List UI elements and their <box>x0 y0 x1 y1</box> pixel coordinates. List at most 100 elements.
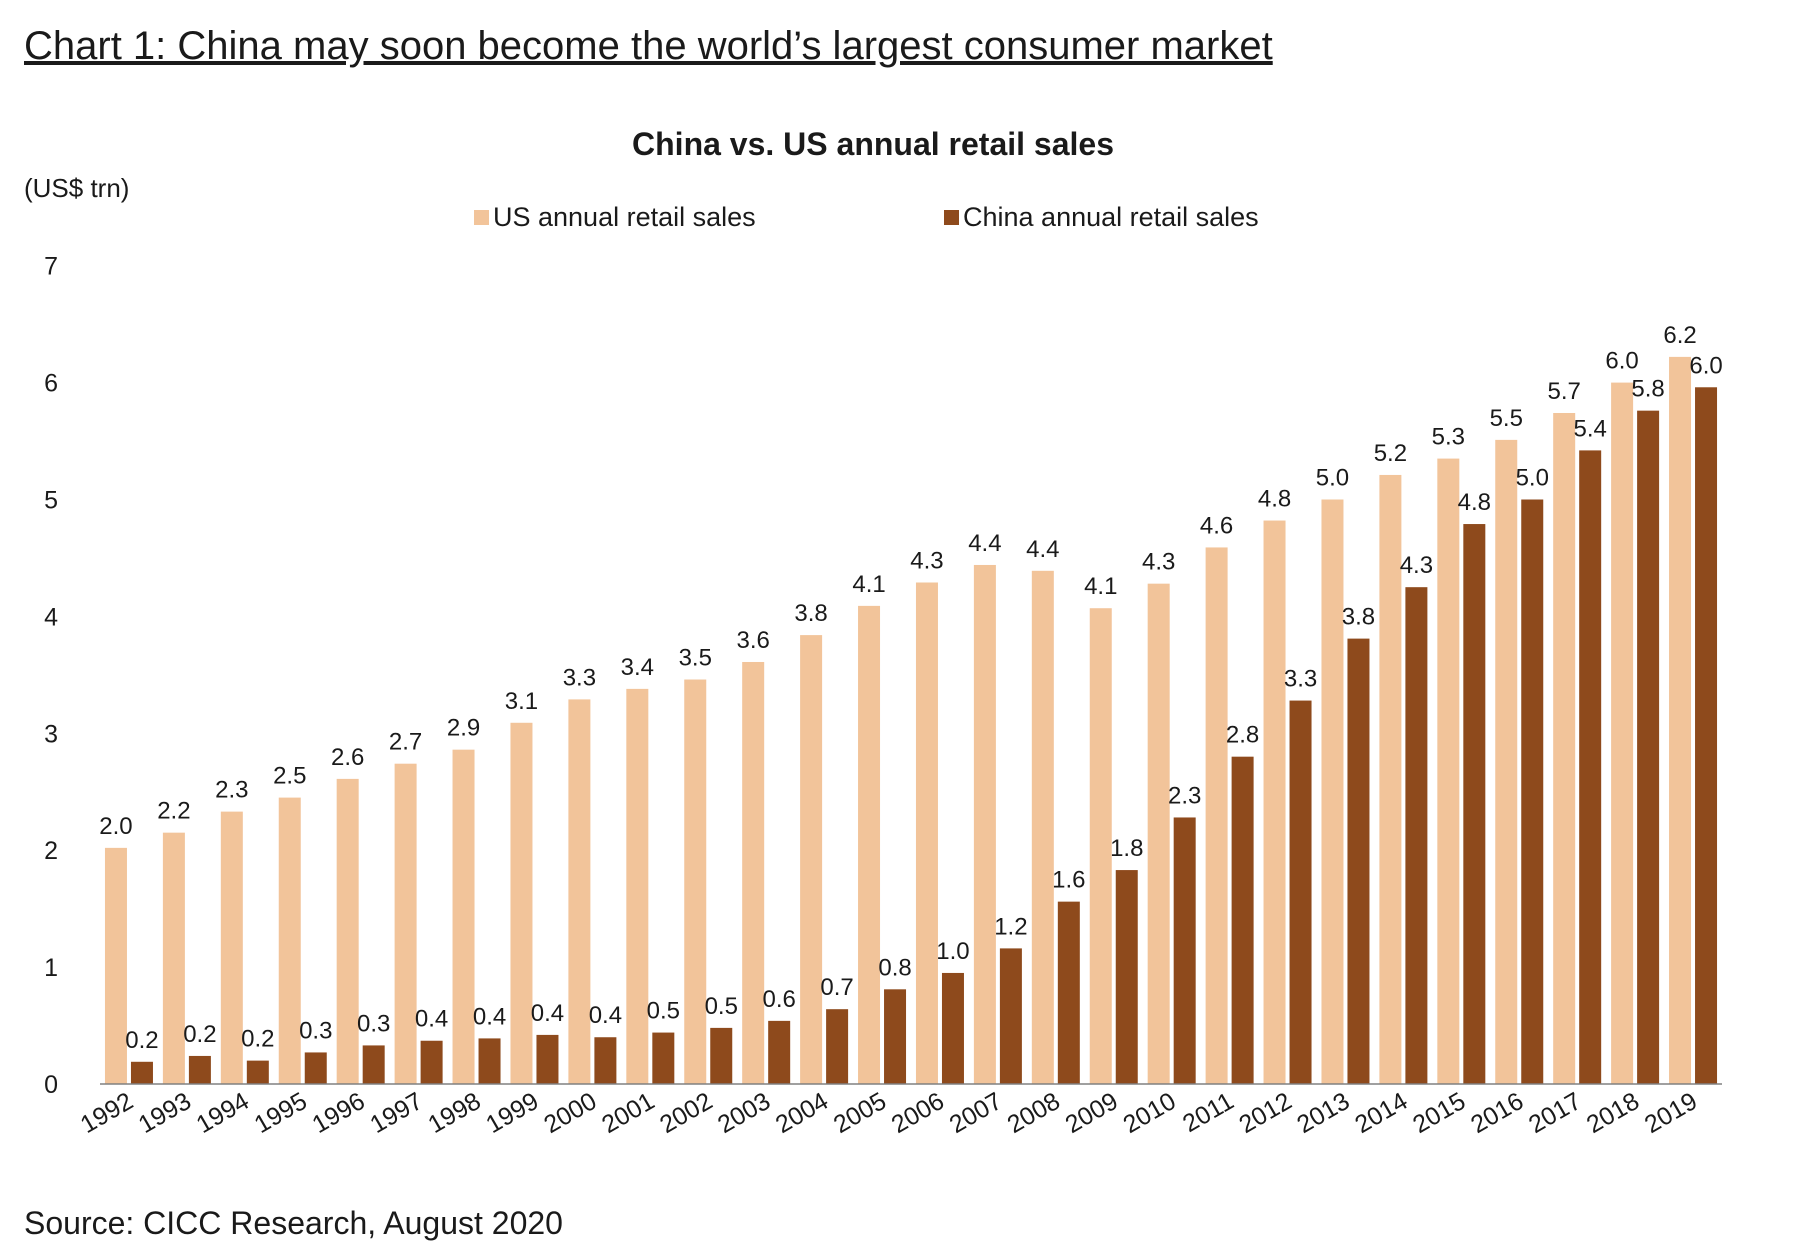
bar-china <box>1521 499 1544 1084</box>
data-label-china: 0.3 <box>357 1010 390 1037</box>
x-tick-label: 1997 <box>365 1087 427 1139</box>
y-tick-label: 5 <box>44 487 58 515</box>
y-axis-ticks: 0 1 2 3 4 5 6 7 <box>44 253 58 1099</box>
data-label-china: 0.8 <box>878 954 911 981</box>
data-label-us: 2.6 <box>331 744 364 771</box>
y-tick-label: 4 <box>44 603 58 631</box>
data-label-us: 3.5 <box>679 645 712 672</box>
data-label-china: 0.2 <box>241 1026 274 1053</box>
x-tick-label: 1992 <box>76 1087 138 1139</box>
y-tick-label: 2 <box>44 837 58 865</box>
data-label-us: 3.1 <box>505 688 538 715</box>
data-label-china: 4.3 <box>1400 552 1433 579</box>
data-label-china: 0.4 <box>415 1006 448 1033</box>
data-label-china: 0.4 <box>473 1003 506 1030</box>
bar-china <box>594 1037 617 1084</box>
page-heading: Chart 1: China may soon become the world… <box>24 24 1273 68</box>
bar-china <box>246 1060 269 1084</box>
data-label-us: 4.4 <box>968 530 1001 557</box>
data-label-china: 0.2 <box>183 1021 216 1048</box>
data-label-us: 4.3 <box>1142 549 1175 576</box>
data-label-us: 3.8 <box>794 600 827 627</box>
bar-us <box>1379 474 1402 1084</box>
bar-china <box>188 1055 211 1084</box>
data-label-china: 1.8 <box>1110 835 1143 862</box>
data-label-china: 0.5 <box>647 998 680 1025</box>
bar-us <box>915 582 938 1084</box>
bar-us <box>452 749 475 1084</box>
x-tick-label: 2011 <box>1178 1087 1239 1138</box>
x-tick-label: 2010 <box>1119 1087 1181 1139</box>
bar-china <box>420 1040 443 1084</box>
data-label-china: 1.0 <box>936 938 969 965</box>
bar-us <box>278 797 301 1084</box>
data-label-us: 4.3 <box>910 547 943 574</box>
y-tick-label: 0 <box>44 1071 58 1099</box>
bar-us <box>626 688 649 1084</box>
y-tick-label: 1 <box>44 954 58 982</box>
data-label-us: 4.8 <box>1258 486 1291 513</box>
y-tick-label: 3 <box>44 720 58 748</box>
bar-china <box>130 1061 153 1084</box>
x-tick-label: 2001 <box>597 1087 659 1139</box>
bar-china <box>1289 700 1312 1084</box>
bar-us <box>800 635 823 1084</box>
data-label-us: 6.0 <box>1605 348 1638 375</box>
x-tick-label: 1999 <box>481 1087 543 1139</box>
bar-us <box>1553 412 1576 1084</box>
bar-china <box>1231 756 1254 1084</box>
data-label-china: 2.3 <box>1168 782 1201 809</box>
x-tick-label: 2007 <box>945 1087 1007 1139</box>
data-label-china: 0.7 <box>820 974 853 1001</box>
bar-us <box>104 847 127 1084</box>
bar-china <box>1695 387 1718 1084</box>
bar-us <box>1031 570 1054 1084</box>
x-tick-label: 1998 <box>423 1087 485 1139</box>
x-tick-label: 2015 <box>1408 1087 1470 1139</box>
data-label-china: 0.3 <box>299 1017 332 1044</box>
bar-china <box>478 1038 501 1084</box>
legend-swatch-china <box>944 210 959 225</box>
bar-china <box>652 1032 675 1084</box>
data-label-us: 2.2 <box>157 798 190 825</box>
bar-china <box>1115 870 1138 1084</box>
data-label-china: 0.4 <box>531 1000 564 1027</box>
x-tick-label: 2009 <box>1061 1087 1123 1139</box>
bar-us <box>1147 583 1170 1084</box>
bar-china <box>362 1045 385 1084</box>
x-tick-label: 1994 <box>192 1087 254 1139</box>
legend-swatch-us <box>474 210 489 225</box>
data-label-us: 5.0 <box>1316 465 1349 492</box>
bar-china <box>1405 587 1428 1084</box>
data-label-china: 6.0 <box>1689 352 1722 379</box>
chart-title: China vs. US annual retail sales <box>632 126 1114 162</box>
bar-us <box>220 811 243 1084</box>
data-label-us: 2.5 <box>273 763 306 790</box>
y-tick-label: 6 <box>44 370 58 398</box>
x-tick-label: 2008 <box>1003 1087 1065 1139</box>
data-label-china: 5.0 <box>1516 465 1549 492</box>
source-note: Source: CICC Research, August 2020 <box>24 1205 563 1241</box>
y-axis-unit-label: (US$ trn) <box>24 173 129 203</box>
x-tick-label: 2017 <box>1524 1087 1586 1139</box>
x-tick-label: 2018 <box>1582 1087 1644 1139</box>
bar-us <box>742 661 765 1084</box>
y-tick-label: 7 <box>44 253 58 281</box>
bar-china <box>1463 524 1486 1084</box>
bar-china <box>304 1052 327 1084</box>
data-label-china: 1.6 <box>1052 867 1085 894</box>
x-tick-label: 2004 <box>771 1087 833 1139</box>
data-label-us: 5.3 <box>1432 424 1465 451</box>
x-tick-label: 2002 <box>655 1087 717 1139</box>
data-label-us: 5.7 <box>1547 378 1580 405</box>
data-label-us: 2.3 <box>215 777 248 804</box>
bar-china <box>1347 638 1370 1084</box>
bar-china <box>826 1009 849 1084</box>
bar-china <box>1579 450 1602 1085</box>
x-tick-label: 1993 <box>134 1087 196 1139</box>
legend: US annual retail sales China annual reta… <box>474 202 1259 232</box>
bar-us <box>1089 608 1112 1084</box>
bar-us <box>336 778 359 1084</box>
bar-china <box>999 948 1022 1084</box>
